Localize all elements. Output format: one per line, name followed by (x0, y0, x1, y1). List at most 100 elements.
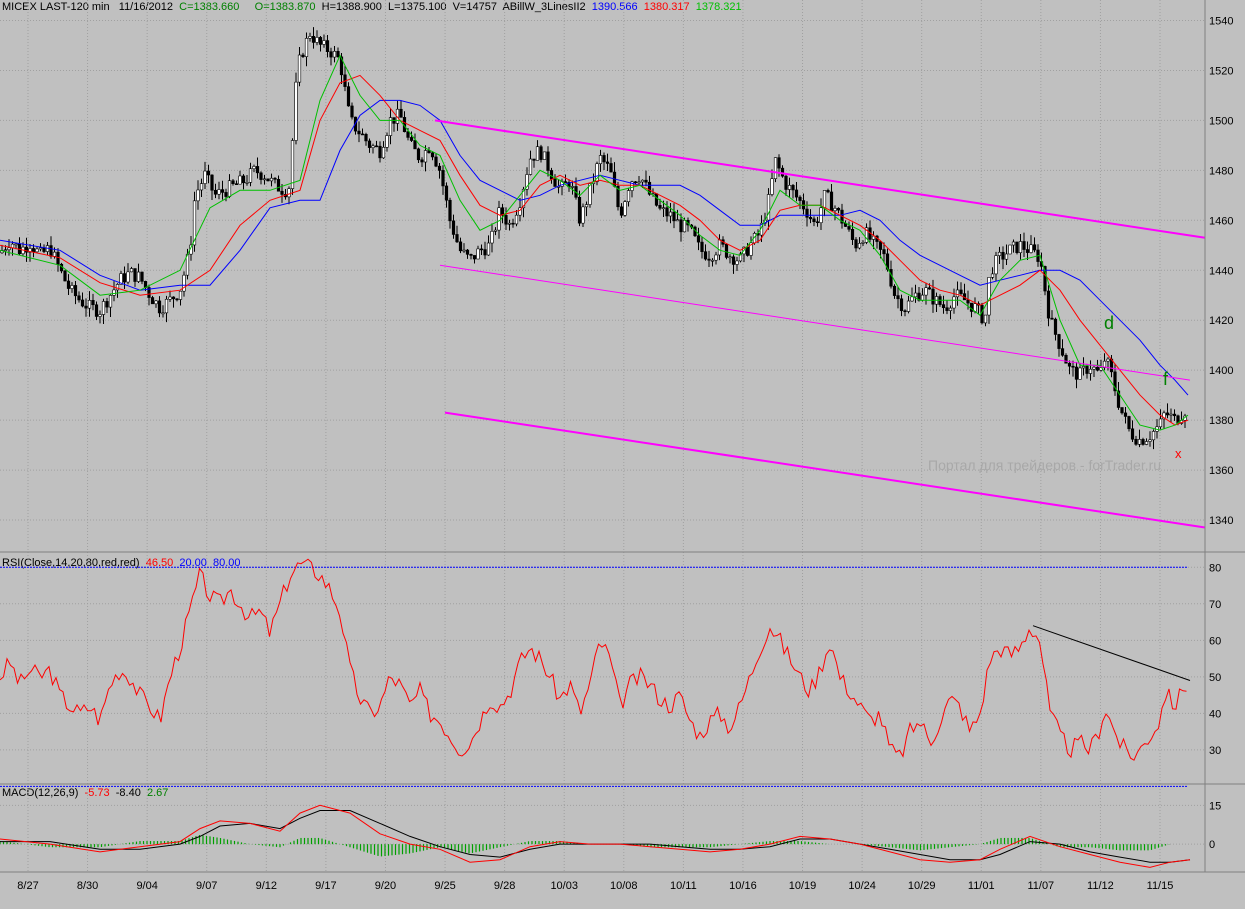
candle-body (245, 182, 249, 184)
candle-body (640, 179, 645, 183)
candle-body (469, 254, 473, 256)
candle-body (1095, 366, 1100, 371)
candle-body (1151, 431, 1156, 441)
macd-header: MACD(12,26,9) -5.73 -8.40 2.67 (2, 787, 168, 799)
candle-body (129, 268, 134, 273)
candle-body (528, 158, 533, 175)
candle-body (220, 189, 225, 193)
time-tick-label: 11/12 (1087, 880, 1114, 892)
candle-body (1137, 439, 1142, 445)
candle-body (647, 181, 652, 195)
wave-label-d: d (1104, 313, 1114, 333)
candle-body (304, 38, 309, 57)
macd-line (0, 804, 1191, 868)
candle-body (252, 166, 256, 170)
candle-body (1057, 334, 1061, 349)
candle-body (199, 183, 204, 191)
candle-body (234, 183, 239, 185)
candle-body (63, 270, 67, 282)
candle-body (990, 273, 995, 278)
price-header: MICEX LAST-120 min 11/16/2012 C=1383.660… (2, 1, 742, 13)
candle-body (1085, 366, 1089, 374)
wave-label-x: x (1175, 446, 1182, 461)
volume-label: V=14757 (452, 1, 497, 13)
candle-body (889, 269, 893, 287)
candle-body (854, 239, 858, 249)
candle-body (563, 181, 568, 183)
candle-body (903, 310, 907, 313)
candle-body (994, 255, 998, 275)
candle-body (735, 260, 739, 265)
price-tick-label: 1420 (1209, 315, 1233, 327)
candle-body (241, 175, 246, 184)
candle-body (675, 219, 680, 222)
candle-body (297, 54, 302, 83)
candle-body (66, 280, 71, 289)
candle-body (206, 170, 211, 176)
candle-body (371, 145, 375, 148)
candle-body (518, 207, 522, 216)
candle-body (857, 243, 862, 249)
candle-body (413, 140, 417, 150)
candle-body (1060, 348, 1065, 356)
candle-body (812, 218, 816, 223)
macd-value: -5.73 (84, 787, 110, 799)
candle-body (315, 37, 319, 43)
candle-body (553, 178, 557, 187)
candle-body (3, 249, 8, 252)
candle-body (1102, 360, 1107, 368)
candle-body (479, 248, 484, 251)
candle-body (38, 247, 43, 250)
candle-body (73, 285, 78, 297)
candle-body (70, 285, 74, 289)
candle-body (178, 290, 183, 300)
candle-body (150, 297, 155, 305)
candle-body (826, 190, 830, 193)
candle-body (539, 146, 543, 160)
candle-body (1106, 358, 1110, 362)
candle-body (969, 302, 974, 312)
candle-body (280, 190, 284, 195)
time-tick-label: 9/12 (256, 880, 277, 892)
candle-body (1053, 318, 1058, 335)
candle-body (878, 241, 883, 250)
candle-body (458, 241, 463, 252)
rsi-tick-label: 40 (1209, 708, 1221, 720)
time-tick-label: 11/15 (1147, 880, 1174, 892)
macd-name: MACD(12,26,9) (2, 787, 79, 799)
candle-body (945, 307, 949, 311)
candle-body (1113, 371, 1117, 392)
candle-body (1120, 407, 1124, 414)
candle-body (399, 108, 403, 118)
candle-body (1043, 266, 1047, 292)
candle-body (766, 194, 771, 221)
candle-body (997, 251, 1002, 256)
candle-body (1116, 390, 1121, 408)
candle-body (98, 314, 102, 317)
candle-body (672, 211, 676, 222)
candle-body (637, 181, 641, 184)
candle-body (955, 289, 960, 298)
candle-body (77, 295, 81, 301)
candle-body (434, 156, 438, 167)
candle-body (157, 300, 162, 314)
time-tick-label: 9/20 (375, 880, 396, 892)
candle-body (168, 296, 172, 300)
candle-body (367, 140, 372, 148)
candle-body (14, 243, 18, 246)
candle-body (238, 175, 242, 185)
candle-body (49, 245, 53, 257)
candle-body (318, 37, 323, 45)
candle-body (658, 205, 662, 209)
candle-body (409, 137, 414, 141)
candle-body (1046, 290, 1051, 319)
time-tick-label: 9/25 (434, 880, 455, 892)
candle-body (777, 157, 781, 169)
indicator-blue-value: 1390.566 (591, 1, 638, 13)
candle-body (94, 304, 99, 317)
price-tick-label: 1400 (1209, 365, 1233, 377)
candle-body (427, 150, 431, 154)
candle-body (654, 193, 659, 206)
candle-body (336, 51, 340, 58)
